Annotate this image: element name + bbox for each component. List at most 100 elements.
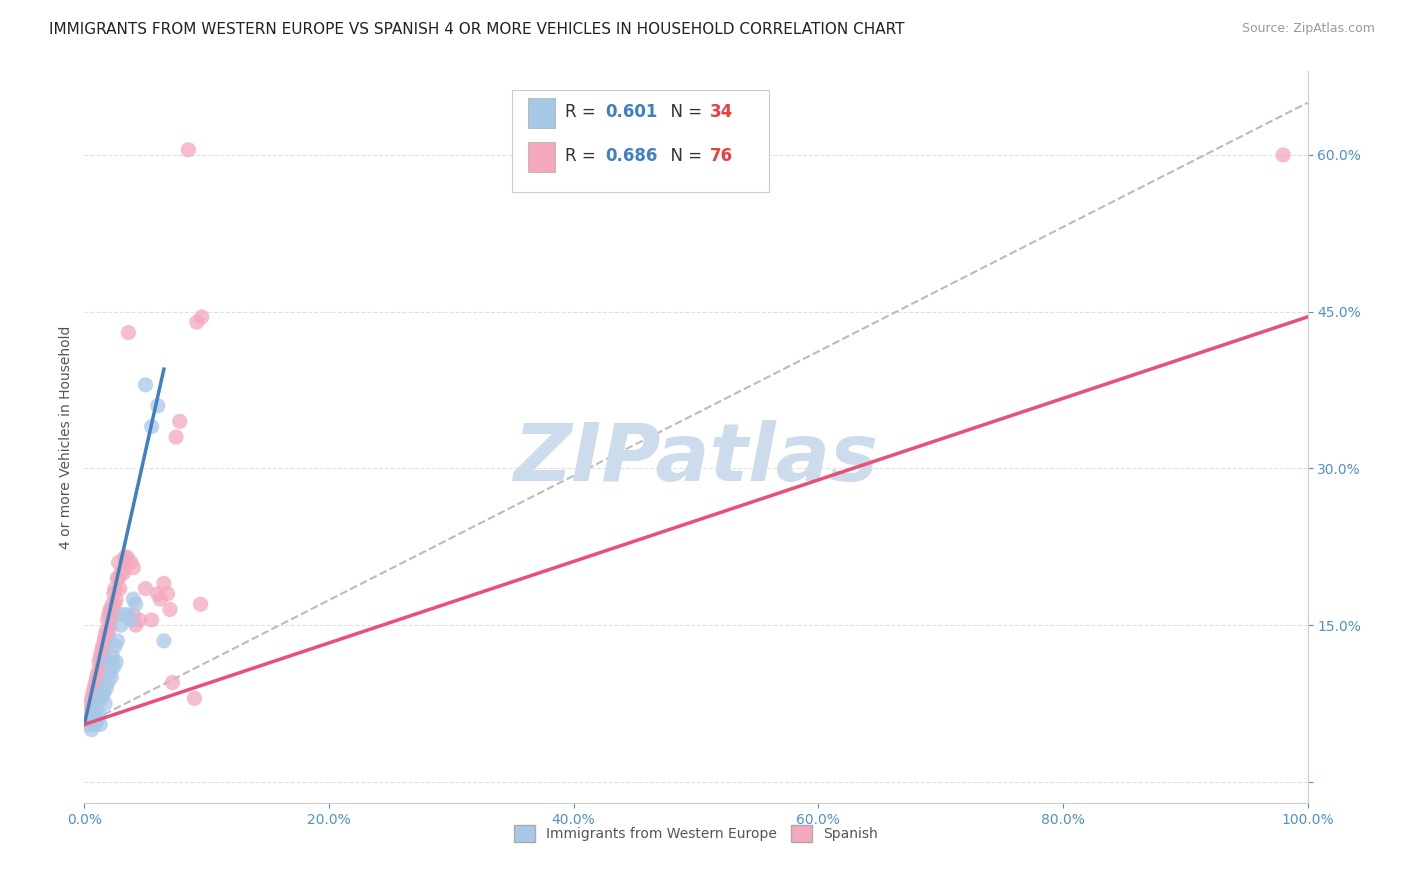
Point (90, 644, 112, 658)
Point (84, 675, 107, 690)
Point (91, 649, 114, 664)
Point (115, 607, 138, 622)
Point (105, 571, 128, 585)
Point (86, 691, 108, 706)
Text: R =: R = (565, 147, 602, 165)
Point (104, 597, 127, 611)
Point (90, 655, 112, 669)
Point (93, 644, 115, 658)
Point (122, 592, 145, 607)
Legend: Immigrants from Western Europe, Spanish: Immigrants from Western Europe, Spanish (509, 819, 883, 847)
Point (86, 681, 108, 695)
Point (93, 686, 115, 700)
Point (98, 665, 121, 680)
Point (80, 702, 103, 716)
Point (100, 613, 122, 627)
Point (101, 649, 124, 664)
Point (191, 310, 214, 324)
Point (107, 571, 129, 585)
Point (87, 712, 110, 726)
Text: 34: 34 (710, 103, 733, 121)
Point (114, 550, 136, 565)
Point (90, 691, 112, 706)
Point (153, 576, 176, 591)
Point (94, 639, 117, 653)
Point (82, 717, 104, 731)
Point (110, 618, 132, 632)
Point (125, 597, 148, 611)
Point (186, 315, 208, 329)
Point (86, 670, 108, 684)
Point (84, 717, 107, 731)
Text: 76: 76 (710, 147, 733, 165)
Point (135, 377, 157, 392)
Point (97, 624, 120, 638)
Point (1272, 148, 1295, 162)
Point (190, 597, 212, 611)
Point (117, 326, 139, 340)
Text: IMMIGRANTS FROM WESTERN EUROPE VS SPANISH 4 OR MORE VEHICLES IN HOUSEHOLD CORREL: IMMIGRANTS FROM WESTERN EUROPE VS SPANIS… (49, 22, 904, 37)
Point (79, 697, 101, 711)
Point (104, 639, 127, 653)
Point (77, 717, 100, 731)
Text: 0.601: 0.601 (606, 103, 658, 121)
Point (91, 639, 114, 653)
Point (93, 633, 115, 648)
Point (103, 587, 125, 601)
Text: Source: ZipAtlas.com: Source: ZipAtlas.com (1241, 22, 1375, 36)
Point (165, 430, 187, 444)
Point (122, 607, 145, 622)
Point (105, 655, 128, 669)
Point (128, 613, 150, 627)
Point (122, 560, 145, 574)
Point (89, 660, 111, 674)
Point (103, 602, 125, 616)
Point (80, 723, 103, 737)
Point (156, 587, 179, 601)
Point (141, 613, 163, 627)
Point (107, 556, 129, 570)
Point (125, 618, 148, 632)
Point (98, 602, 121, 616)
Text: R =: R = (565, 103, 602, 121)
Point (135, 582, 157, 596)
Point (146, 399, 169, 413)
Point (101, 597, 124, 611)
Point (83, 691, 105, 706)
Point (153, 633, 176, 648)
Point (84, 686, 107, 700)
Point (169, 414, 191, 428)
Point (96, 624, 118, 638)
Text: N =: N = (661, 147, 707, 165)
Point (101, 607, 124, 622)
Point (79, 712, 101, 726)
FancyBboxPatch shape (529, 98, 555, 128)
Point (77, 712, 100, 726)
Y-axis label: 4 or more Vehicles in Household: 4 or more Vehicles in Household (59, 326, 73, 549)
Point (97, 629, 120, 643)
Point (120, 613, 142, 627)
Point (82, 686, 104, 700)
Text: ZIPatlas: ZIPatlas (513, 420, 879, 498)
Point (83, 706, 105, 721)
Point (87, 675, 110, 690)
Point (89, 717, 111, 731)
Point (83, 681, 105, 695)
Point (82, 697, 104, 711)
Point (112, 566, 135, 580)
Point (115, 556, 138, 570)
Text: 0.686: 0.686 (606, 147, 658, 165)
Point (162, 675, 184, 690)
Point (97, 613, 120, 627)
Point (120, 556, 142, 570)
Point (115, 550, 138, 565)
Point (80, 691, 103, 706)
Point (97, 675, 120, 690)
Point (94, 697, 117, 711)
Point (159, 602, 181, 616)
FancyBboxPatch shape (529, 142, 555, 172)
Point (177, 143, 200, 157)
Point (79, 706, 101, 721)
Point (100, 670, 122, 684)
Point (89, 649, 111, 664)
